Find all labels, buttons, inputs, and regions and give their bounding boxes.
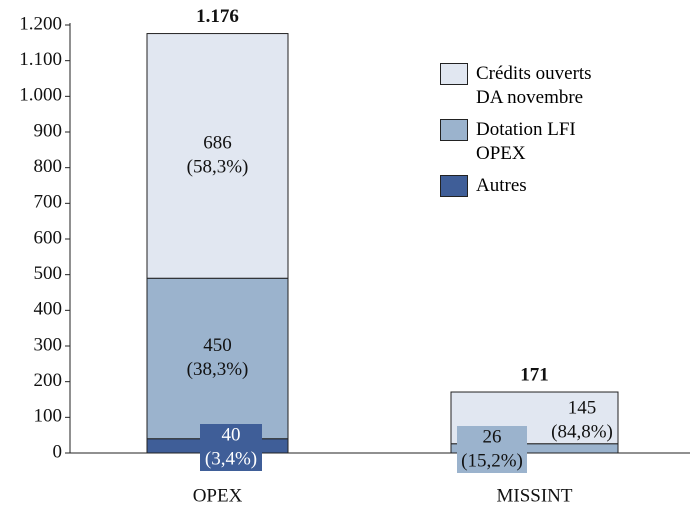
y-tick-label: 200 [34,370,63,391]
legend-item: Autres [440,174,616,198]
share-label: (15,2%) [461,450,523,471]
x-tick-label: MISSINT [496,485,572,506]
total-label: 171 [520,364,549,385]
legend-swatch [440,63,468,85]
legend-label: Autres [476,175,527,196]
y-tick-label: 500 [34,263,63,284]
y-tick-label: 1.100 [19,49,62,70]
value-label: 145 [568,397,597,418]
share-label: (58,3%) [187,156,249,177]
y-tick-label: 0 [53,441,63,462]
y-tick-label: 1.200 [19,13,62,34]
x-tick-label: OPEX [193,485,243,506]
share-label: (3,4%) [205,448,257,469]
share-label: (84,8%) [551,421,613,442]
legend-item: Dotation LFI OPEX [440,118,616,166]
y-tick-label: 700 [34,192,63,213]
legend-label: Dotation LFI OPEX [476,119,576,164]
value-label: 40 [222,424,241,445]
bar-segment [146,277,289,440]
legend-swatch [440,175,468,197]
y-tick-label: 100 [34,406,63,427]
legend-swatch [440,119,468,141]
value-label: 450 [203,335,232,356]
value-label: 26 [483,426,502,447]
y-tick-label: 600 [34,227,63,248]
total-label: 1.176 [196,6,239,27]
y-tick-label: 900 [34,120,63,141]
legend-item: Crédits ouverts DA novembre [440,62,616,110]
y-tick-label: 800 [34,156,63,177]
label-box [457,426,527,473]
value-label: 686 [203,132,232,153]
bar-segment [146,33,289,279]
legend-label: Crédits ouverts DA novembre [476,63,592,108]
y-tick-label: 1.000 [19,85,62,106]
label-box [200,424,262,471]
y-tick-label: 300 [34,334,63,355]
share-label: (38,3%) [187,359,249,380]
bar-segment [450,391,619,445]
y-tick-label: 400 [34,299,63,320]
